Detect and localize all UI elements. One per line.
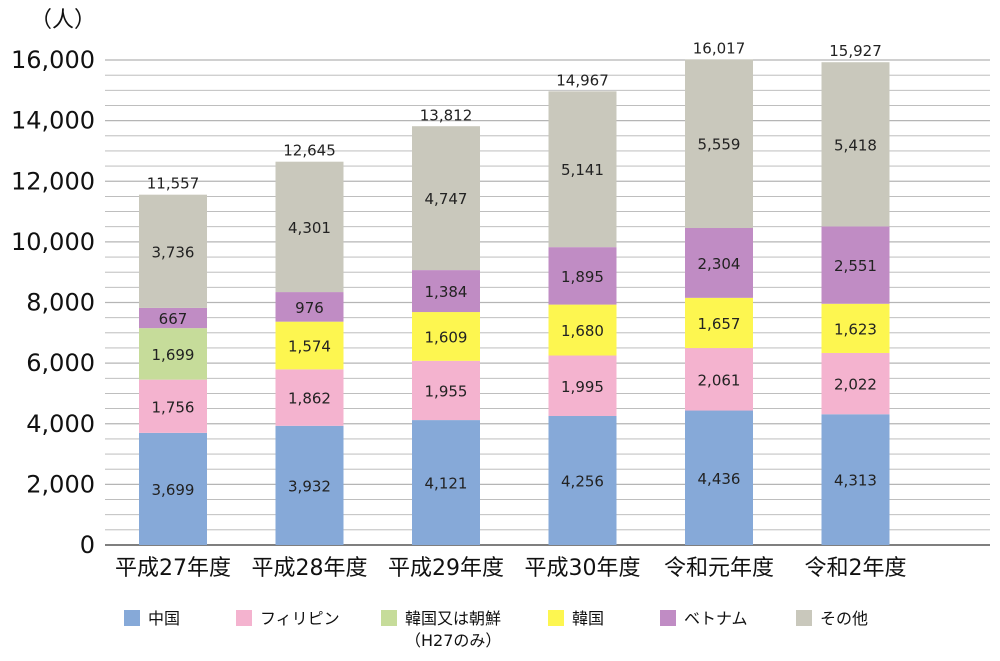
x-category-label: 平成29年度 [388,556,504,581]
bar-segment [412,126,480,271]
bar-value-label: 5,141 [561,161,604,179]
bar-value-label: 1,699 [152,346,195,364]
bar-value-label: 1,995 [561,378,604,396]
bar-value-label: 3,699 [152,481,195,499]
bar-segment [139,328,207,380]
bar-segment [821,414,890,545]
x-category-label: 平成30年度 [525,556,641,581]
y-tick-label: 6,000 [26,349,95,377]
bar-value-label: 1,862 [288,390,331,408]
bar-value-label: 2,022 [834,376,877,394]
bar-value-label: 2,061 [698,371,741,389]
x-category-label: 令和元年度 [664,556,774,581]
bar-total-label: 12,645 [283,142,336,160]
bar-segment [685,297,753,349]
bar-segment [412,312,480,361]
bar-value-label: 1,609 [425,328,468,346]
bar-value-label: 2,304 [698,255,741,273]
bar-segment [412,360,480,421]
bar-value-label: 667 [159,310,188,328]
bar-value-label: 1,657 [698,315,741,333]
y-axis: 0 2,000 4,000 6,000 8,000 10,000 12,000 14,000 1… [11,46,95,559]
bar-value-label: 976 [295,299,324,317]
bar-segment [685,227,753,298]
x-axis: 平成27年度 平成28年度 平成29年度 平成30年度 令和元年度 令和2年度 [115,556,907,581]
bar-value-label: 4,313 [834,472,877,490]
bar-total-label: 11,557 [147,175,200,193]
bar-value-label: 1,680 [561,322,604,340]
bar-segment [685,410,753,545]
bar-segment [821,226,890,304]
bar-segment [821,303,890,353]
bar-total-label: 13,812 [420,106,473,124]
bar-segment [139,194,207,308]
y-tick-label: 2,000 [26,470,95,498]
bar-segment [548,247,617,305]
bar-segment [548,91,617,248]
y-tick-label: 10,000 [11,228,95,256]
bar-segment [412,270,480,313]
bar-value-label: 1,384 [425,283,468,301]
bar-value-label: 1,895 [561,268,604,286]
bars: 3,699 1,756 1,699 667 3,736 11,557 3,932 1,862 1… [139,39,890,545]
bar-total-label: 14,967 [556,71,609,89]
bar-value-label: 4,301 [288,219,331,237]
x-category-label: 平成28年度 [252,556,368,581]
bar-value-label: 5,559 [698,136,741,154]
bar-segment [275,161,344,293]
bar-segment [139,307,207,329]
bar-segment [685,59,753,228]
bar-segment [548,304,617,356]
bar-value-label: 4,436 [698,470,741,488]
bar-segment [139,432,207,545]
x-category-label: 令和2年度 [805,556,907,581]
bar-segment [548,415,617,545]
bar-total-label: 15,927 [829,42,882,60]
bar-value-label: 1,955 [425,382,468,400]
bar-segment [275,369,344,426]
bar-segment [821,62,890,227]
bar-value-label: 1,623 [834,320,877,338]
bar-value-label: 1,574 [288,338,331,356]
y-tick-label: 4,000 [26,410,95,438]
y-tick-label: 14,000 [11,107,95,135]
y-tick-label: 12,000 [11,167,95,195]
bar-segment [685,348,753,411]
y-unit-label: （人） [30,8,96,33]
y-tick-label: 0 [80,531,95,559]
bar-value-label: 3,932 [288,477,331,495]
bar-segment [548,355,617,416]
bar-value-label: 4,121 [425,475,468,493]
bar-segment [275,292,344,322]
bar-value-label: 4,256 [561,472,604,490]
bar-value-label: 4,747 [425,190,468,208]
x-category-label: 平成27年度 [115,556,231,581]
bar-segment [275,321,344,370]
bar-segment [412,420,480,545]
bar-value-label: 3,736 [152,243,195,261]
bar-value-label: 1,756 [152,398,195,416]
bar-segment [821,352,890,415]
y-tick-label: 8,000 [26,289,95,317]
y-tick-label: 16,000 [11,46,95,74]
bar-segment [275,425,344,545]
bar-segment [139,379,207,433]
bar-total-label: 16,017 [693,39,746,57]
bar-value-label: 2,551 [834,257,877,275]
bar-value-label: 5,418 [834,136,877,154]
